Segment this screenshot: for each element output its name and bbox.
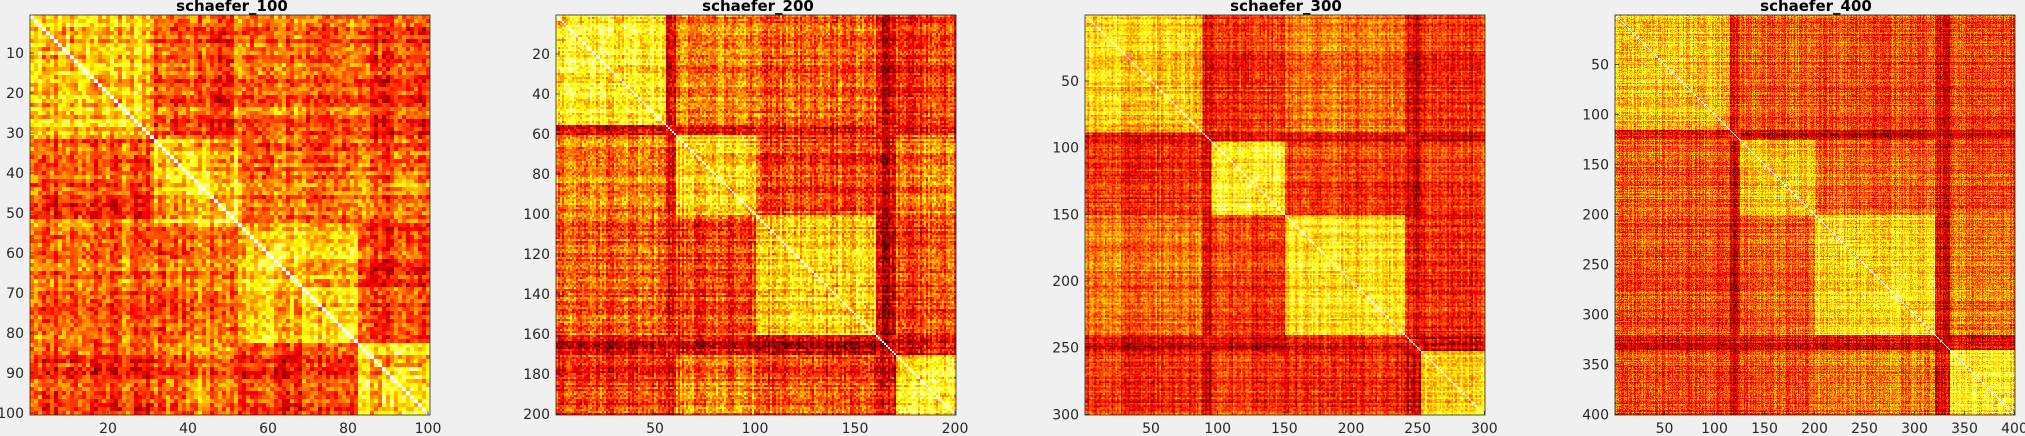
y-tick-label: 150 xyxy=(1582,158,1609,174)
y-tick-label: 120 xyxy=(523,247,550,263)
y-tick-label: 200 xyxy=(1052,274,1079,290)
x-tick-label: 50 xyxy=(1656,421,1674,436)
x-tick-label: 100 xyxy=(1701,421,1728,436)
heatmap-cells xyxy=(1615,15,2015,415)
x-tick-label: 200 xyxy=(1801,421,1828,436)
y-tick-label: 250 xyxy=(1582,258,1609,274)
y-tick-label: 20 xyxy=(532,47,550,63)
y-tick-label: 100 xyxy=(523,207,550,223)
x-tick-label: 200 xyxy=(942,421,969,436)
y-tick-label: 70 xyxy=(6,286,24,302)
heatmap-panel-schaefer-300: schaefer_300 50 100 150 200 250 300 50 100 150 20… xyxy=(1040,0,1500,436)
x-tick-label: 50 xyxy=(1142,421,1160,436)
y-tick-label: 60 xyxy=(532,127,550,143)
y-tick-label: 30 xyxy=(6,126,24,142)
x-tick-label: 60 xyxy=(259,421,277,436)
x-tick-label: 80 xyxy=(339,421,357,436)
heatmap-chart-schaefer-400: schaefer_400 50 100 150 200 250 300 350 400 50 10… xyxy=(1582,0,2025,436)
y-tick-label: 200 xyxy=(523,407,550,423)
y-tick-label: 50 xyxy=(6,206,24,222)
heatmap-panel-schaefer-200: schaefer_200 50 100 150 200 20 40 60 80 100 120 14… xyxy=(510,0,970,436)
y-tick-label: 160 xyxy=(523,327,550,343)
x-tick-label: 20 xyxy=(99,421,117,436)
heatmap-panel-schaefer-400: schaefer_400 50 100 150 200 250 300 350 400 50 10… xyxy=(1570,0,2025,436)
x-tick-label: 250 xyxy=(1851,421,1878,436)
y-tick-label: 20 xyxy=(6,86,24,102)
y-tick-label: 100 xyxy=(1052,141,1079,157)
axes-frame xyxy=(555,14,957,416)
x-tick-label: 150 xyxy=(1751,421,1778,436)
x-tick-label: 100 xyxy=(415,421,442,436)
y-tick-label: 10 xyxy=(6,46,24,62)
x-tick-label: 100 xyxy=(1204,421,1231,436)
axes-frame xyxy=(29,14,431,416)
heatmap-chart-schaefer-200: schaefer_200 50 100 150 200 20 40 60 80 100 120 14… xyxy=(523,0,969,436)
x-tick-label: 300 xyxy=(1471,421,1498,436)
x-tick-label: 250 xyxy=(1404,421,1431,436)
x-tick-label: 50 xyxy=(646,421,664,436)
y-tick-label: 150 xyxy=(1052,207,1079,223)
x-tick-label: 150 xyxy=(1271,421,1298,436)
y-tick-label: 90 xyxy=(6,366,24,382)
axes-frame xyxy=(1084,14,1486,416)
x-tick-label: 350 xyxy=(1951,421,1978,436)
y-tick-label: 300 xyxy=(1052,407,1079,423)
y-tick-label: 250 xyxy=(1052,341,1079,357)
heatmap-cells xyxy=(1085,15,1485,415)
heatmap-panel-schaefer-100: schaefer_100 20 40 60 80 100 10 20 30 40 50 60 70 80… xyxy=(0,0,460,436)
y-tick-label: 80 xyxy=(6,326,24,342)
y-tick-label: 80 xyxy=(532,167,550,183)
y-tick-label: 400 xyxy=(1582,408,1609,424)
y-tick-label: 350 xyxy=(1582,358,1609,374)
y-tick-label: 100 xyxy=(1582,108,1609,124)
y-tick-label: 60 xyxy=(6,246,24,262)
chart-title: schaefer_400 xyxy=(1760,0,1872,15)
chart-title: schaefer_100 xyxy=(176,0,288,15)
x-tick-label: 200 xyxy=(1338,421,1365,436)
y-tick-label: 40 xyxy=(6,166,24,182)
y-tick-label: 140 xyxy=(523,287,550,303)
y-tick-label: 50 xyxy=(1061,74,1079,90)
y-tick-label: 300 xyxy=(1582,308,1609,324)
x-tick-label: 100 xyxy=(742,421,769,436)
chart-title: schaefer_200 xyxy=(702,0,814,15)
y-tick-label: 100 xyxy=(0,406,24,422)
heatmap-cells xyxy=(556,15,956,415)
x-tick-label: 400 xyxy=(2001,421,2025,436)
heatmap-chart-schaefer-300: schaefer_300 50 100 150 200 250 300 50 100 150 20… xyxy=(1052,0,1498,436)
x-tick-label: 150 xyxy=(842,421,869,436)
x-tick-label: 40 xyxy=(179,421,197,436)
y-tick-label: 50 xyxy=(1591,58,1609,74)
y-tick-label: 180 xyxy=(523,367,550,383)
heatmap-chart-schaefer-100: schaefer_100 20 40 60 80 100 10 20 30 40 50 60 70 80… xyxy=(0,0,442,436)
y-tick-label: 40 xyxy=(532,87,550,103)
chart-title: schaefer_300 xyxy=(1230,0,1342,15)
y-tick-label: 200 xyxy=(1582,208,1609,224)
axes-frame xyxy=(1614,14,2016,416)
x-tick-label: 300 xyxy=(1901,421,1928,436)
heatmap-cells xyxy=(30,15,430,415)
